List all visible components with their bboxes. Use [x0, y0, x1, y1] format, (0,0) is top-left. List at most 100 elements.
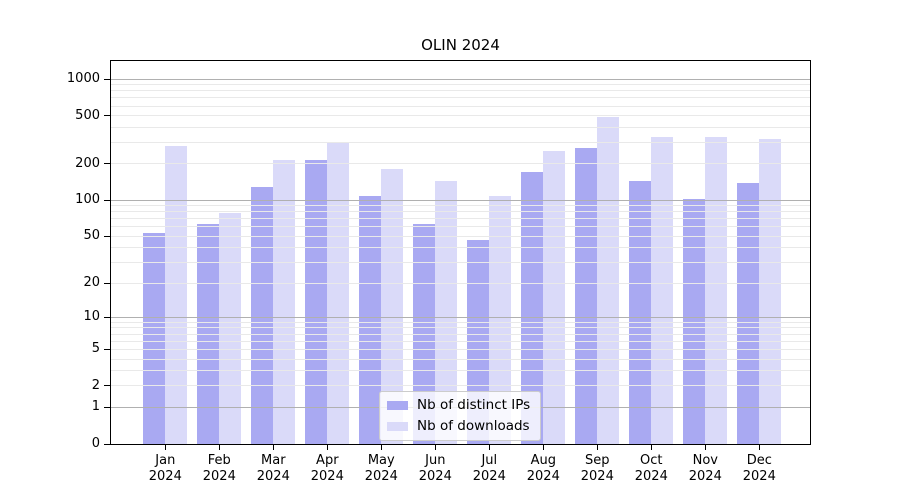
gridline-80 — [111, 211, 810, 213]
gridline-9 — [111, 321, 810, 323]
x-tick-label-apr: Apr 2024 — [310, 453, 344, 484]
y-tick-label-0: 0 — [91, 436, 100, 451]
gridline-800 — [111, 90, 810, 92]
x-tick-label-nov: Nov 2024 — [688, 453, 722, 484]
legend-item-distinct-ips: Nb of distinct IPs — [387, 397, 530, 413]
legend: Nb of distinct IPs Nb of downloads — [379, 391, 542, 441]
gridline-30 — [111, 262, 810, 264]
x-tick-mark-apr — [326, 445, 328, 450]
bar-ips-nov — [683, 198, 706, 444]
x-tick-mark-feb — [218, 445, 220, 450]
y-tick-label-10: 10 — [83, 309, 100, 325]
gridline-700 — [111, 97, 810, 99]
x-tick-mark-may — [380, 445, 382, 450]
gridline-20 — [111, 282, 810, 284]
legend-swatch-downloads — [387, 421, 408, 431]
y-tick-mark-1000 — [104, 78, 110, 80]
gridline-1000 — [111, 78, 810, 80]
bar-downloads-dec — [759, 138, 782, 444]
x-tick-mark-jun — [434, 445, 436, 450]
gridline-5 — [111, 348, 810, 350]
legend-swatch-distinct-ips — [387, 400, 408, 410]
x-tick-mark-oct — [650, 445, 652, 450]
legend-label-downloads: Nb of downloads — [417, 418, 530, 434]
gridline-500 — [111, 115, 810, 117]
bar-ips-mar — [251, 187, 274, 444]
x-tick-label-oct: Oct 2024 — [634, 453, 668, 484]
gridline-60 — [111, 226, 810, 228]
bar-downloads-apr — [327, 142, 350, 444]
y-tick-mark-1 — [104, 406, 110, 408]
gridline-300 — [111, 142, 810, 144]
gridline-600 — [111, 105, 810, 107]
chart-title: OLIN 2024 — [421, 36, 500, 54]
gridline-200 — [111, 163, 810, 165]
x-tick-label-jun: Jun 2024 — [418, 453, 452, 484]
y-tick-mark-20 — [104, 282, 110, 284]
y-tick-label-1000: 1000 — [66, 71, 100, 87]
bar-downloads-sep — [597, 117, 620, 444]
y-tick-label-200: 200 — [75, 155, 100, 171]
y-tick-label-5: 5 — [91, 341, 100, 357]
x-tick-mark-jan — [164, 445, 166, 450]
y-tick-mark-50 — [104, 235, 110, 237]
bar-downloads-mar — [273, 160, 296, 444]
gridline-4 — [111, 358, 810, 360]
x-tick-label-may: May 2024 — [364, 453, 398, 484]
bar-ips-dec — [737, 182, 760, 444]
y-tick-mark-5 — [104, 348, 110, 350]
y-tick-mark-500 — [104, 115, 110, 117]
x-tick-mark-mar — [272, 445, 274, 450]
y-tick-label-20: 20 — [83, 275, 100, 291]
legend-item-downloads: Nb of downloads — [387, 418, 530, 434]
x-tick-mark-aug — [542, 445, 544, 450]
bar-ips-sep — [575, 148, 598, 444]
gridline-90 — [111, 205, 810, 207]
y-tick-label-500: 500 — [75, 107, 100, 123]
bar-downloads-oct — [651, 136, 674, 444]
x-tick-label-aug: Aug 2024 — [526, 453, 560, 484]
x-tick-mark-dec — [758, 445, 760, 450]
gridline-50 — [111, 235, 810, 237]
y-tick-mark-2 — [104, 385, 110, 387]
bar-downloads-nov — [705, 137, 728, 444]
bar-downloads-aug — [543, 150, 566, 444]
gridline-6 — [111, 340, 810, 342]
bar-ips-aug — [521, 171, 544, 444]
y-tick-mark-100 — [104, 199, 110, 201]
gridline-3 — [111, 370, 810, 372]
x-tick-label-jul: Jul 2024 — [472, 453, 506, 484]
x-tick-label-dec: Dec 2024 — [742, 453, 776, 484]
y-tick-mark-0 — [104, 443, 110, 445]
gridline-40 — [111, 247, 810, 249]
gridline-900 — [111, 84, 810, 86]
gridline-10 — [111, 316, 810, 318]
x-tick-label-mar: Mar 2024 — [256, 453, 290, 484]
x-tick-label-sep: Sep 2024 — [580, 453, 614, 484]
y-tick-label-100: 100 — [75, 192, 100, 208]
bar-ips-may — [359, 196, 382, 444]
gridline-100 — [111, 199, 810, 201]
bar-downloads-jan — [165, 146, 188, 444]
gridline-8 — [111, 327, 810, 329]
gridline-2 — [111, 385, 810, 387]
plot-area: Nb of distinct IPs Nb of downloads — [110, 60, 811, 445]
bar-downloads-jul — [489, 196, 512, 444]
bar-downloads-jun — [435, 181, 458, 444]
gridline-7 — [111, 333, 810, 335]
x-tick-label-feb: Feb 2024 — [202, 453, 236, 484]
bar-downloads-may — [381, 168, 404, 444]
bar-ips-jan — [143, 233, 166, 444]
gridline-400 — [111, 126, 810, 128]
x-tick-mark-sep — [596, 445, 598, 450]
x-tick-mark-nov — [704, 445, 706, 450]
y-tick-mark-10 — [104, 316, 110, 318]
y-tick-label-1: 1 — [91, 399, 100, 415]
x-tick-label-jan: Jan 2024 — [148, 453, 182, 484]
y-tick-label-2: 2 — [91, 377, 100, 393]
bar-ips-apr — [305, 160, 328, 444]
gridline-70 — [111, 218, 810, 220]
legend-label-distinct-ips: Nb of distinct IPs — [417, 397, 531, 413]
y-tick-mark-200 — [104, 163, 110, 165]
